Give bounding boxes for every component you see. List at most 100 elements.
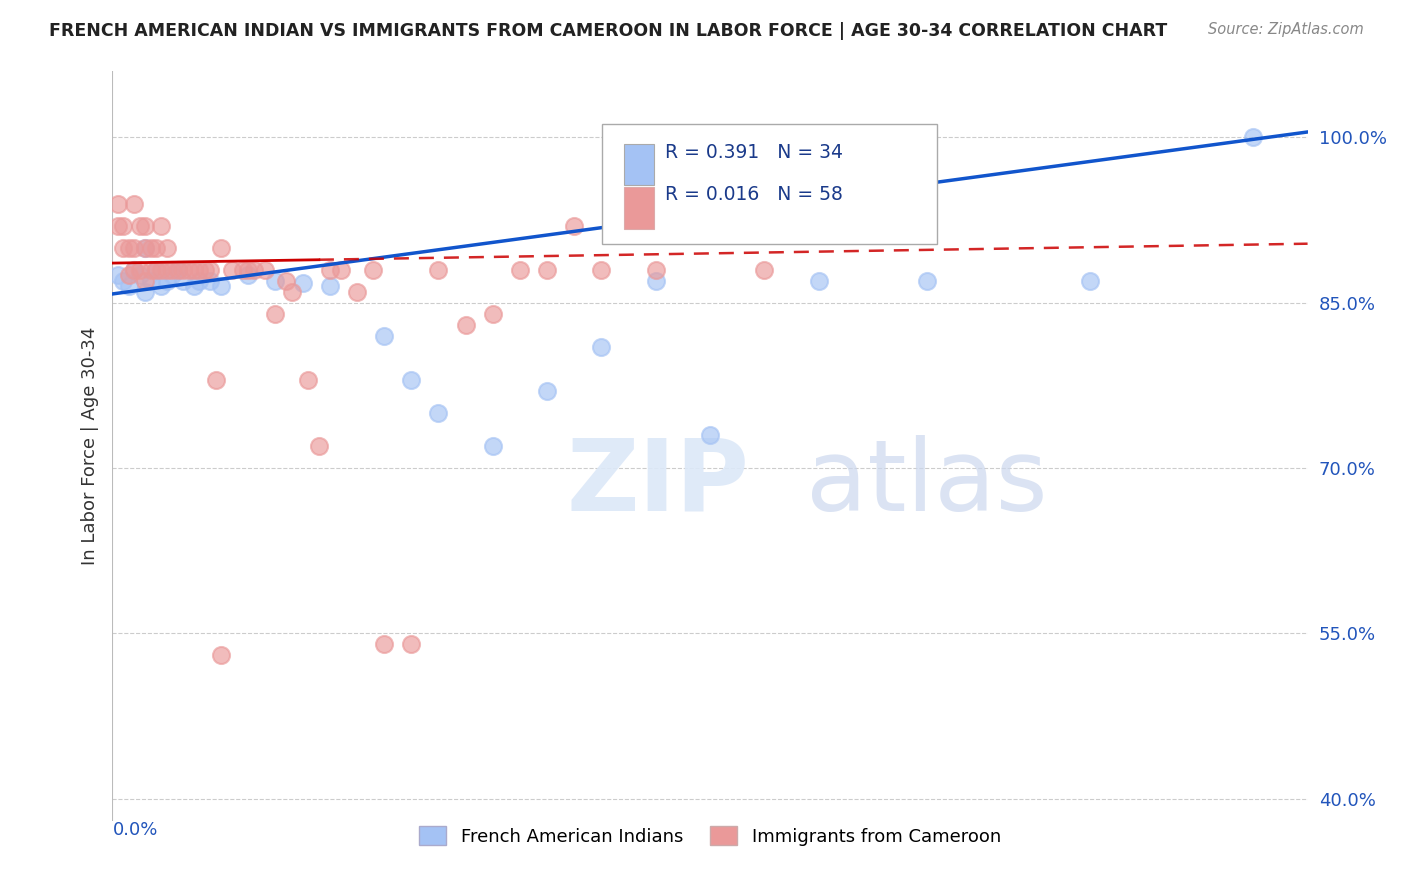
Point <box>112 274 135 288</box>
Point <box>183 279 205 293</box>
Point <box>209 241 232 255</box>
Bar <box>624 187 654 228</box>
Point <box>238 262 260 277</box>
Point <box>134 285 156 299</box>
Point <box>209 279 232 293</box>
Point <box>194 262 217 277</box>
Text: ZIP: ZIP <box>567 435 749 532</box>
Point <box>118 279 141 293</box>
Point <box>156 274 179 288</box>
Point <box>591 340 613 354</box>
Point <box>145 241 167 255</box>
Point <box>644 262 666 277</box>
Point <box>162 268 183 283</box>
Bar <box>624 144 654 186</box>
Point <box>754 262 776 277</box>
Point <box>139 241 162 255</box>
Point <box>591 262 613 277</box>
Point <box>536 384 558 398</box>
Point <box>401 637 423 651</box>
Point <box>562 219 585 233</box>
Point <box>156 262 179 277</box>
Point <box>134 274 156 288</box>
Point <box>1078 274 1101 288</box>
Point <box>128 268 150 283</box>
Point <box>134 241 156 255</box>
Point <box>209 648 232 663</box>
Point <box>319 279 342 293</box>
Point <box>481 307 503 321</box>
Point <box>139 262 162 277</box>
Point <box>177 262 200 277</box>
Point <box>644 274 666 288</box>
Point <box>128 219 150 233</box>
Point <box>454 318 477 332</box>
Legend: French American Indians, Immigrants from Cameroon: French American Indians, Immigrants from… <box>412 819 1008 853</box>
Point <box>150 262 173 277</box>
Point <box>536 262 558 277</box>
Point <box>112 219 135 233</box>
Point <box>166 262 188 277</box>
Point <box>107 196 129 211</box>
Point <box>134 241 156 255</box>
Point <box>200 262 222 277</box>
Point <box>297 373 319 387</box>
Point <box>509 262 531 277</box>
Point <box>156 241 179 255</box>
Text: FRENCH AMERICAN INDIAN VS IMMIGRANTS FROM CAMEROON IN LABOR FORCE | AGE 30-34 CO: FRENCH AMERICAN INDIAN VS IMMIGRANTS FRO… <box>49 22 1167 40</box>
Point <box>139 274 162 288</box>
Point <box>373 328 395 343</box>
Point <box>204 373 226 387</box>
Point <box>122 262 145 277</box>
Point <box>264 307 287 321</box>
Point <box>361 262 384 277</box>
Point <box>122 262 145 277</box>
Point <box>699 428 721 442</box>
Point <box>183 262 205 277</box>
FancyBboxPatch shape <box>603 124 938 244</box>
Point <box>232 262 254 277</box>
Point <box>1241 130 1264 145</box>
Point <box>134 219 156 233</box>
Point <box>150 219 173 233</box>
Point <box>145 262 167 277</box>
Y-axis label: In Labor Force | Age 30-34: In Labor Force | Age 30-34 <box>80 326 98 566</box>
Point <box>200 274 222 288</box>
Point <box>308 439 330 453</box>
Point <box>319 262 342 277</box>
Point <box>150 279 173 293</box>
Point <box>346 285 368 299</box>
Point <box>238 268 260 283</box>
Point <box>188 274 211 288</box>
Point <box>253 262 276 277</box>
Point <box>172 262 194 277</box>
Point <box>373 637 395 651</box>
Point <box>807 274 830 288</box>
Point <box>188 262 211 277</box>
Point <box>427 406 450 420</box>
Point <box>112 241 135 255</box>
Point <box>242 262 264 277</box>
Point <box>122 241 145 255</box>
Text: 0.0%: 0.0% <box>112 821 157 838</box>
Text: R = 0.391   N = 34: R = 0.391 N = 34 <box>665 143 842 161</box>
Text: R = 0.016   N = 58: R = 0.016 N = 58 <box>665 186 842 204</box>
Point <box>401 373 423 387</box>
Point <box>276 274 298 288</box>
Point <box>172 274 194 288</box>
Point <box>291 276 314 290</box>
Point <box>107 219 129 233</box>
Text: Source: ZipAtlas.com: Source: ZipAtlas.com <box>1208 22 1364 37</box>
Point <box>427 262 450 277</box>
Point <box>118 241 141 255</box>
Point <box>329 262 352 277</box>
Text: atlas: atlas <box>806 435 1047 532</box>
Point <box>118 268 141 283</box>
Point <box>122 196 145 211</box>
Point <box>917 274 939 288</box>
Point <box>162 262 183 277</box>
Point <box>166 262 188 277</box>
Point <box>221 262 243 277</box>
Point <box>481 439 503 453</box>
Point <box>145 262 167 277</box>
